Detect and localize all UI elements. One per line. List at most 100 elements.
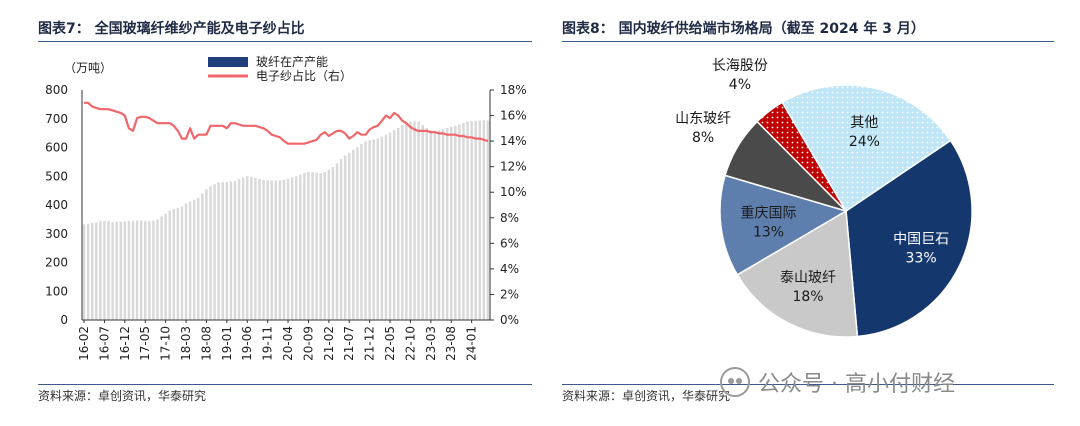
x-tick-label: 23-03: [424, 326, 438, 361]
x-tick-label: 18-08: [199, 326, 213, 361]
capacity-bar: [486, 120, 490, 320]
capacity-bar: [250, 176, 253, 320]
capacity-bar: [401, 125, 404, 320]
capacity-bar: [458, 124, 461, 320]
pie-slice-label: 长海股份: [712, 58, 768, 74]
capacity-bar: [405, 123, 408, 320]
capacity-bar: [356, 146, 359, 320]
capacity-bar: [348, 152, 351, 320]
capacity-bar: [376, 138, 380, 320]
capacity-bar: [474, 120, 477, 320]
capacity-bar: [360, 144, 363, 320]
capacity-bar: [192, 199, 196, 320]
x-tick-label: 24-01: [465, 326, 479, 361]
x-tick-label: 17-10: [159, 326, 173, 361]
y-tick-label: 400: [45, 198, 68, 212]
pie-slice-label: 中国巨石: [893, 232, 949, 248]
capacity-bar: [160, 216, 163, 320]
left-panel: 图表7： 全国玻璃纤维纱产能及电子纱占比 0 100 200 300 400 500 600…: [38, 21, 532, 403]
capacity-chart: 0 100 200 300 400 500 600 700 800 0% 2% 4% 6% 8% 10% 12…: [45, 55, 527, 361]
y2-tick-label: 16%: [500, 109, 527, 123]
capacity-bar: [262, 179, 265, 320]
capacity-bar: [274, 180, 278, 320]
capacity-bar: [299, 174, 302, 320]
capacity-bar: [372, 139, 375, 320]
capacity-bar: [197, 197, 200, 320]
capacity-bar: [184, 203, 188, 320]
legend-label-capacity: 玻纤在产产能: [256, 55, 328, 69]
pie-slice: [719, 174, 848, 276]
pie-slice: [736, 209, 859, 338]
y-tick-label: 200: [45, 256, 68, 270]
capacity-bar: [139, 220, 143, 320]
capacity-bar: [364, 141, 367, 320]
capacity-bar: [229, 181, 233, 320]
capacity-bar: [221, 182, 224, 320]
capacity-bar: [99, 220, 102, 320]
capacity-bar: [335, 163, 339, 320]
capacity-bar: [396, 127, 400, 320]
capacity-bar: [290, 177, 294, 320]
legend-label-share: 电子纱占比（右）: [256, 68, 352, 83]
y2-tick-label: 10%: [500, 185, 527, 199]
capacity-bar: [217, 182, 220, 320]
x-tick-label: 20-09: [301, 326, 315, 361]
capacity-bar: [343, 155, 347, 320]
x-tick-label: 21-12: [363, 326, 377, 361]
pie-slice: [845, 139, 973, 338]
capacity-bar: [413, 121, 416, 320]
right-panel: 图表8： 国内玻纤供给端市场格局（截至 2024 年 3 月） 中国巨石 33% 泰…: [540, 0, 1080, 426]
y2-tick-label: 12%: [500, 160, 527, 174]
y-tick-label: 100: [45, 284, 68, 298]
right-source-note: 资料来源：卓创资讯，华泰研究: [562, 389, 731, 403]
capacity-bar: [282, 179, 286, 320]
capacity-bar: [294, 176, 298, 320]
x-tick-label: 22-10: [403, 326, 417, 361]
electronic-yarn-share-line: [84, 101, 489, 145]
capacity-bar: [478, 120, 482, 320]
capacity-bar: [107, 220, 110, 320]
left-title-rule: [38, 41, 532, 42]
capacity-bar: [119, 221, 122, 320]
capacity-bar: [188, 201, 192, 320]
x-tick-label: 21-07: [342, 326, 356, 361]
x-tick-label: 19-06: [240, 326, 254, 361]
capacity-bar: [225, 182, 229, 320]
x-tick-label: 22-05: [383, 326, 397, 361]
x-tick-label: 19-11: [261, 326, 275, 361]
capacity-bar: [315, 172, 318, 320]
watermark-text: 公众号 · 高小付财经: [758, 372, 955, 397]
right-source-rule: [562, 384, 1054, 385]
capacity-bar: [156, 219, 159, 320]
capacity-bar: [266, 180, 269, 320]
x-tick-label: 19-01: [220, 326, 234, 361]
x-tick-label: 16-12: [118, 326, 132, 361]
capacity-bar: [437, 130, 441, 320]
x-tick-label: 18-03: [179, 326, 193, 361]
capacity-bar: [95, 222, 98, 320]
capacity-bar: [90, 222, 94, 320]
x-tick-label: 16-07: [97, 326, 111, 361]
capacity-bar: [368, 140, 371, 320]
capacity-bar: [246, 176, 249, 320]
capacity-bar: [327, 169, 331, 320]
pie-slice-percent: 18%: [792, 289, 823, 305]
capacity-bar: [429, 130, 433, 320]
pie-slice-label: 重庆国际: [741, 206, 797, 222]
capacity-bar: [409, 121, 412, 320]
capacity-bar: [470, 121, 473, 320]
pie-slice-percent: 24%: [849, 134, 880, 150]
capacity-bar: [103, 220, 106, 320]
capacity-bar: [450, 126, 453, 320]
capacity-bar: [380, 136, 384, 320]
capacity-bar: [339, 159, 343, 320]
capacity-bar: [205, 189, 208, 320]
capacity-bar: [86, 223, 90, 320]
capacity-bar: [392, 130, 396, 320]
pie-slice-label: 山东玻纤: [675, 111, 731, 127]
capacity-bar: [148, 220, 151, 320]
left-chart-title: 图表7： 全国玻璃纤维纱产能及电子纱占比: [38, 21, 305, 37]
capacity-bar: [388, 132, 392, 320]
y2-tick-label: 4%: [500, 262, 519, 276]
pie-slice-percent: 33%: [906, 251, 937, 267]
